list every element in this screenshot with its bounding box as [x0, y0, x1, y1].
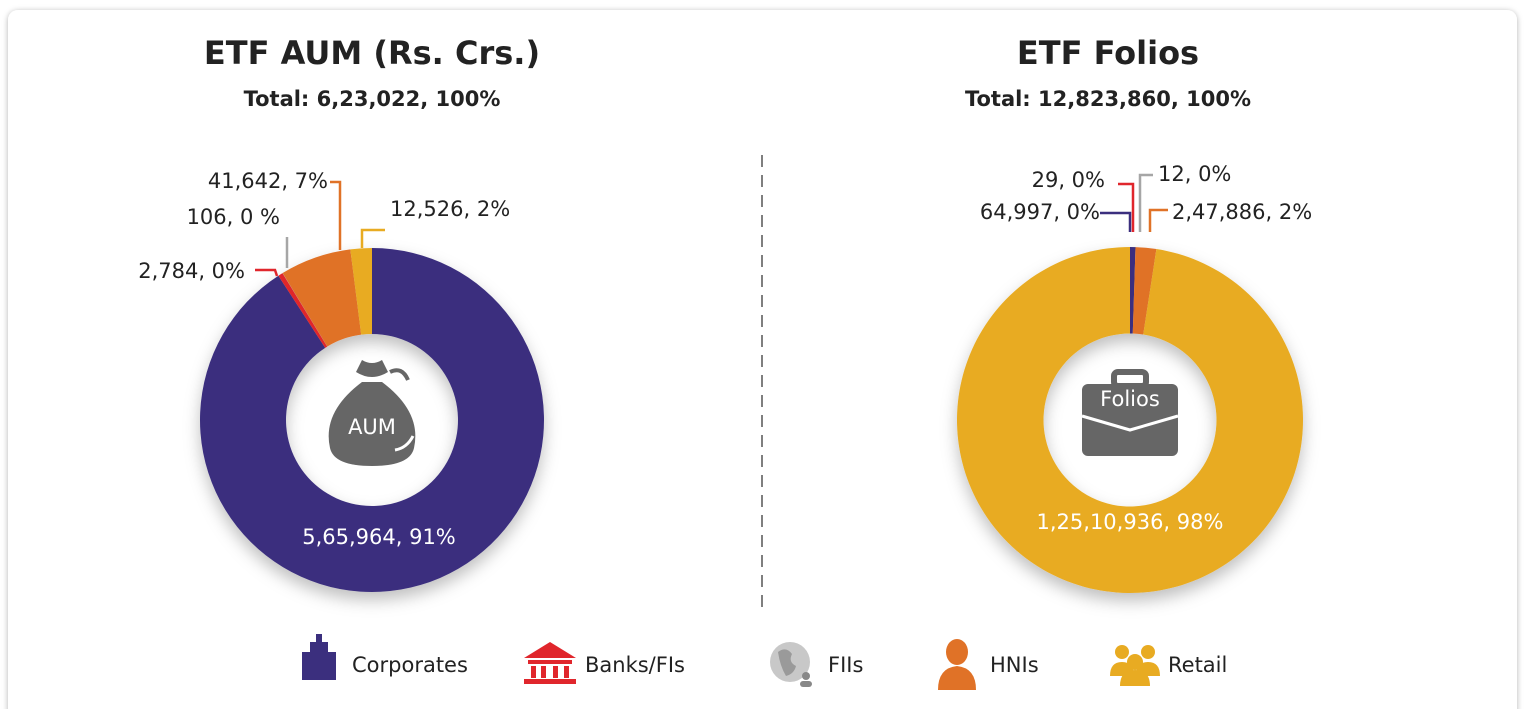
data-label: 41,642, 7%	[208, 169, 328, 193]
data-label: 12,526, 2%	[390, 197, 510, 221]
money-bag-icon	[328, 360, 416, 466]
donut-slice	[278, 273, 328, 348]
center-label: Folios	[1100, 387, 1160, 411]
chart-title: ETF Folios	[1017, 34, 1199, 72]
icon-corporates	[302, 634, 336, 680]
legend-label: Retail	[1168, 653, 1227, 677]
donut-slice	[200, 248, 544, 592]
data-label: 106, 0 %	[187, 205, 280, 229]
leader-line	[360, 228, 385, 248]
leader-line	[1100, 211, 1132, 232]
legend-label: Banks/FIs	[585, 653, 685, 677]
briefcase-icon	[1081, 369, 1179, 456]
chart-subtitle: Total: 12,823,860, 100%	[965, 87, 1251, 111]
icon-globe	[770, 642, 812, 687]
data-label: 2,784, 0%	[138, 259, 245, 283]
data-label: 12, 0%	[1158, 162, 1231, 186]
data-label: 2,47,886, 2%	[1172, 200, 1312, 224]
legend-label: FIIs	[828, 653, 863, 677]
donut-slice	[282, 273, 328, 347]
donut-slice	[1132, 247, 1136, 334]
chart-subtitle: Total: 6,23,022, 100%	[244, 87, 501, 111]
icon-retail	[1110, 645, 1160, 686]
donut-slice	[956, 247, 1303, 594]
icon-bank	[524, 642, 576, 684]
center-label: AUM	[348, 415, 396, 439]
leader-line	[330, 180, 342, 250]
data-label: 1,25,10,936, 98%	[1037, 510, 1224, 534]
donut-slice	[350, 248, 372, 335]
chart-title: ETF AUM (Rs. Crs.)	[204, 34, 540, 72]
legend-icons	[302, 634, 1160, 690]
leader-line	[1148, 208, 1168, 232]
donut	[200, 248, 544, 592]
donut-slice	[1132, 247, 1136, 334]
leader-line	[1138, 173, 1153, 232]
leader-line	[255, 268, 279, 277]
data-label: 64,997, 0%	[980, 200, 1100, 224]
donut-slice	[282, 249, 362, 347]
donut-slice	[1130, 247, 1136, 334]
data-label: 29, 0%	[1032, 168, 1105, 192]
leader-line	[1118, 182, 1135, 232]
legend-label: Corporates	[352, 653, 468, 677]
donut	[956, 247, 1303, 594]
data-label: 5,65,964, 91%	[302, 525, 456, 549]
legend-label: HNIs	[990, 653, 1039, 677]
icon-hni	[938, 639, 976, 690]
donut-slice	[1132, 247, 1157, 335]
